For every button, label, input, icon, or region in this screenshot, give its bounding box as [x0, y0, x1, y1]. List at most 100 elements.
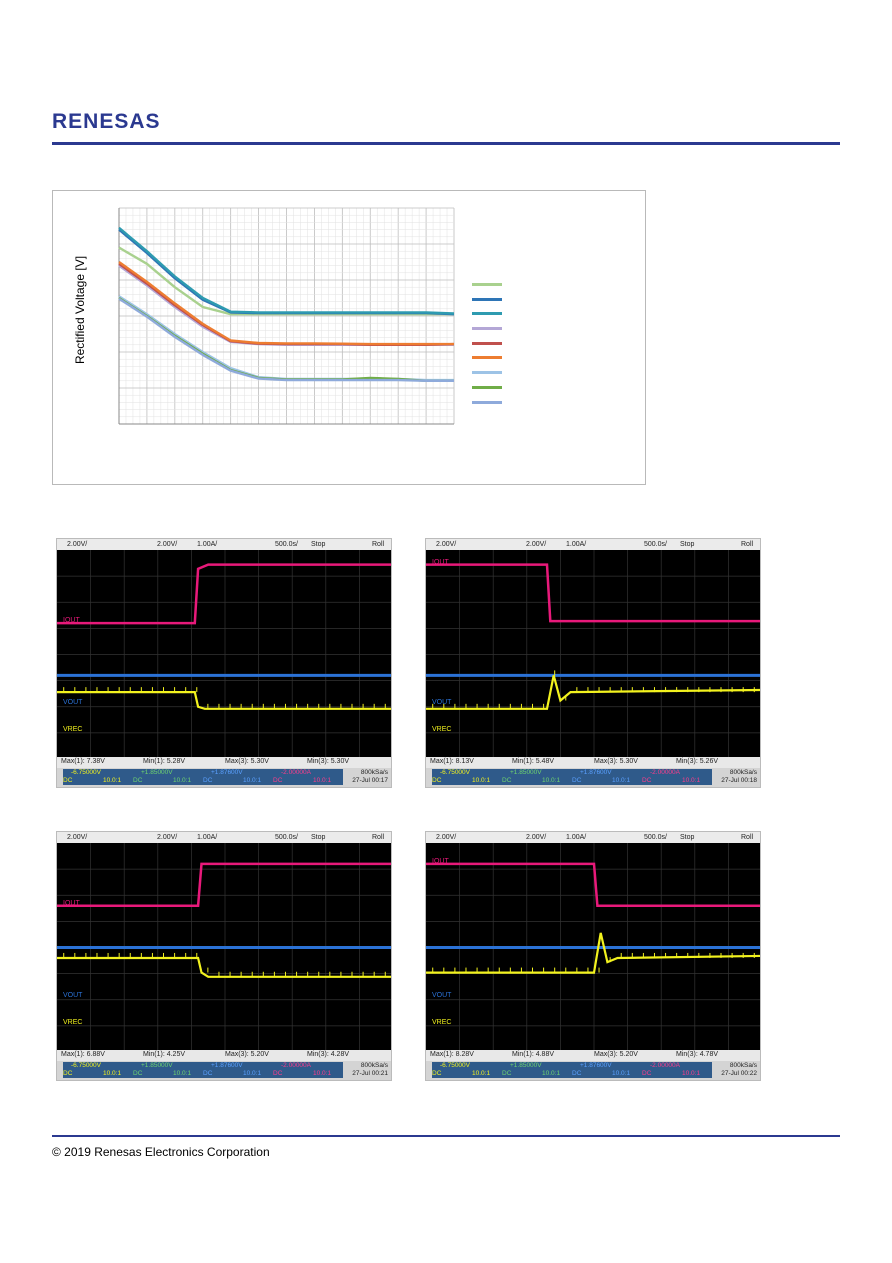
y-axis-label: Rectified Voltage [V]: [73, 256, 87, 364]
cell-offset: +1.85000V: [510, 1062, 542, 1069]
scope-channel-cell: -2.00000A DC 10.0:1: [642, 769, 710, 785]
cell-probe: 10.0:1: [243, 1070, 262, 1077]
scope-measurement: Max(3): 5.30V: [594, 758, 638, 765]
scope-sample-rate: 800kSa/s: [729, 769, 757, 776]
scope-header-bar: 2.00V/2.00V/1.00A/500.0s/Stop Roll: [57, 832, 391, 843]
scope-timebase: 500.0s/: [644, 541, 667, 548]
scope-channel-cells: -6.75000V DC 10.0:1 +1.85000V DC 10.0:1 +1.876…: [63, 769, 343, 785]
series-line-9: [118, 297, 454, 382]
cell-probe: 10.0:1: [103, 777, 122, 784]
legend-swatch-2: [472, 297, 502, 301]
scope-ch1-scale: 2.00V/: [67, 541, 88, 548]
cell-offset: +1.87600V: [211, 1062, 243, 1069]
rectified-voltage-chart: [52, 190, 646, 485]
legend-swatch-5: [472, 341, 502, 345]
scope-vrec-label: VREC: [432, 725, 452, 733]
cell-coupling-row: DC 10.0:1: [642, 1070, 710, 1078]
scope-channel-cell: +1.87600V DC 10.0:1: [572, 1062, 640, 1078]
scope-measurement: Max(3): 5.30V: [225, 758, 269, 765]
scope-mode: Roll: [741, 834, 754, 841]
footer-rule: [52, 1135, 840, 1137]
scope-channel-cell: +1.87600V DC 10.0:1: [572, 769, 640, 785]
scope-channel-cell: +1.85000V DC 10.0:1: [502, 769, 570, 785]
scope-screen: [426, 843, 760, 1052]
scope-channel-cell: -6.75000V DC 10.0:1: [63, 1062, 131, 1078]
cell-coupling: DC: [572, 777, 582, 784]
cell-coupling: DC: [203, 1070, 213, 1077]
scope-screen: [57, 550, 391, 759]
scope-channel-cells: -6.75000V DC 10.0:1 +1.85000V DC 10.0:1 +1.876…: [63, 1062, 343, 1078]
legend-swatch-1: [472, 283, 502, 286]
scope-measurement: Min(1): 5.48V: [512, 758, 555, 765]
scope-capture-3: 2.00V/2.00V/1.00A/500.0s/Stop Roll IOUT VOU…: [56, 831, 392, 1081]
cell-offset: -6.75000V: [440, 1062, 470, 1069]
cell-probe: 10.0:1: [472, 777, 491, 784]
scope-readout-panel: Max(1): 8.28V Min(1): 4.88V Max(3): 5.20V M…: [426, 1050, 760, 1080]
cell-coupling-row: DC 10.0:1: [133, 1070, 201, 1078]
scope-header-bar: 2.00V/2.00V/1.00A/500.0s/Stop Roll: [426, 832, 760, 843]
scope-channel-cell: -6.75000V DC 10.0:1: [432, 1062, 500, 1078]
scope-mode: Roll: [372, 541, 385, 548]
scope-channel-cell: +1.85000V DC 10.0:1: [502, 1062, 570, 1078]
cell-offset: -6.75000V: [71, 1062, 101, 1069]
cell-coupling-row: DC 10.0:1: [133, 777, 201, 785]
scope-channel-cell: +1.85000V DC 10.0:1: [133, 1062, 201, 1078]
scope-ch4-scale: 1.00A/: [197, 541, 218, 548]
cell-coupling: DC: [432, 777, 442, 784]
scope-iout-label: IOUT: [63, 617, 80, 625]
scope-measurement: Min(1): 5.28V: [143, 758, 186, 765]
scope-ch1-scale: 2.00V/: [436, 834, 457, 841]
cell-offset: -2.00000A: [650, 769, 680, 776]
scope-channel-cells: -6.75000V DC 10.0:1 +1.85000V DC 10.0:1 +1.876…: [432, 1062, 712, 1078]
renesas-logo: RENESAS: [52, 110, 192, 140]
cell-probe: 10.0:1: [472, 1070, 491, 1077]
cell-coupling-row: DC 10.0:1: [432, 1070, 500, 1078]
scope-vout-label: VOUT: [63, 698, 83, 706]
scope-vrec-label: VREC: [63, 1018, 83, 1026]
cell-probe: 10.0:1: [542, 1070, 561, 1077]
scope-sample-rate: 800kSa/s: [360, 1062, 388, 1069]
cell-offset: +1.87600V: [211, 769, 243, 776]
scope-channel-cell: +1.87600V DC 10.0:1: [203, 769, 271, 785]
scope-measurement: Min(3): 5.26V: [676, 758, 719, 765]
scope-timebase: 500.0s/: [644, 834, 667, 841]
scope-timestamp: 27-Jul 00:18: [721, 777, 757, 784]
chart-svg: [118, 207, 455, 425]
scope-measurement: Min(3): 4.28V: [307, 1051, 350, 1058]
scope-channel-cell: -2.00000A DC 10.0:1: [273, 1062, 341, 1078]
cell-coupling: DC: [63, 777, 73, 784]
vrec-trace: [426, 932, 760, 974]
cell-offset: -6.75000V: [71, 769, 101, 776]
cell-offset: -2.00000A: [281, 1062, 311, 1069]
cell-coupling-row: DC 10.0:1: [273, 777, 341, 785]
scope-vout-label: VOUT: [432, 698, 452, 706]
scope-sample-rate: 800kSa/s: [729, 1062, 757, 1069]
scope-header-bar: 2.00V/2.00V/1.00A/500.0s/Stop Roll: [57, 539, 391, 550]
scope-header-bar: 2.00V/2.00V/1.00A/500.0s/Stop Roll: [426, 539, 760, 550]
cell-probe: 10.0:1: [612, 777, 631, 784]
scope-channel-cell: +1.87600V DC 10.0:1: [203, 1062, 271, 1078]
scope-ch1-scale: 2.00V/: [67, 834, 88, 841]
scope-measurement: Max(3): 5.20V: [225, 1051, 269, 1058]
cell-coupling: DC: [63, 1070, 73, 1077]
cell-coupling-row: DC 10.0:1: [432, 777, 500, 785]
scope-channel-cell: -6.75000V DC 10.0:1: [432, 769, 500, 785]
scope-vout-label: VOUT: [63, 991, 83, 999]
scope-channel-cell: -2.00000A DC 10.0:1: [642, 1062, 710, 1078]
vrec-trace: [57, 691, 391, 710]
cell-coupling: DC: [133, 777, 143, 784]
cell-probe: 10.0:1: [103, 1070, 122, 1077]
cell-probe: 10.0:1: [682, 1070, 701, 1077]
scope-sample-info: 800kSa/s 27-Jul 00:21: [352, 1062, 388, 1078]
cell-coupling-row: DC 10.0:1: [203, 1070, 271, 1078]
scope-readout-panel: Max(1): 8.13V Min(1): 5.48V Max(3): 5.30V M…: [426, 757, 760, 787]
legend-swatch-6: [472, 356, 502, 360]
scope-measurement: Max(1): 8.28V: [430, 1051, 474, 1058]
cell-coupling: DC: [133, 1070, 143, 1077]
legend-swatch-7: [472, 371, 502, 375]
scope-channel-cell: -2.00000A DC 10.0:1: [273, 769, 341, 785]
scope-measurement: Max(1): 8.13V: [430, 758, 474, 765]
cell-coupling-row: DC 10.0:1: [203, 777, 271, 785]
scope-measurements: Max(1): 7.38V Min(1): 5.28V Max(3): 5.30V M…: [57, 757, 391, 768]
scope-capture-1: 2.00V/2.00V/1.00A/500.0s/Stop Roll IOUT VOU…: [56, 538, 392, 788]
